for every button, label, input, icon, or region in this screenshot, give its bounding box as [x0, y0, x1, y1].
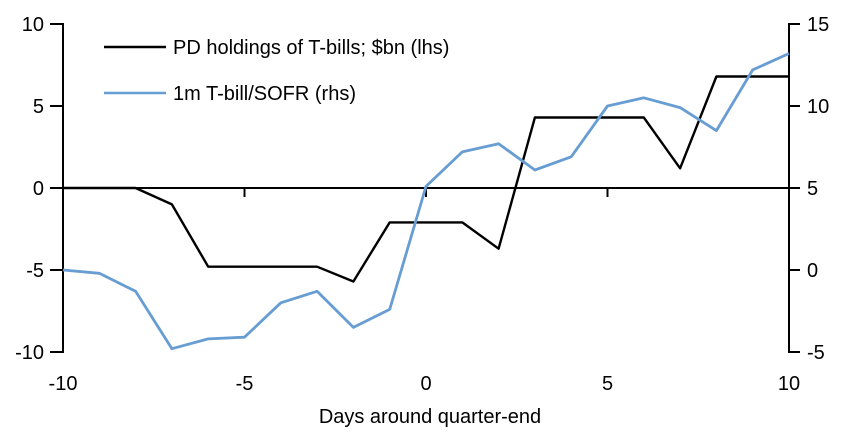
x-axis-tick-label: 5: [602, 373, 613, 395]
y-axis-right-tick-label: 10: [807, 96, 829, 118]
series-line-pd-holdings: [63, 75, 789, 283]
legend: PD holdings of T-bills; $bn (lhs) 1m T-b…: [104, 37, 449, 105]
y-axis-right-tick-label: 15: [807, 14, 829, 36]
y-axis-left-tick-label: 10: [22, 14, 44, 36]
y-axis-right-tick-label: 5: [807, 178, 818, 200]
series-line-tbill-sofr: [62, 52, 790, 351]
series-layer: [62, 52, 790, 351]
x-axis-tick-label: -5: [236, 373, 254, 395]
legend-label-tbill-sofr: 1m T-bill/SOFR (rhs): [173, 83, 356, 105]
y-axis-right-tick-label: -5: [807, 342, 825, 364]
x-axis-title: Days around quarter-end: [319, 406, 541, 428]
x-axis-tick-label: 0: [420, 373, 431, 395]
y-axis-right-tick-label: 0: [807, 260, 818, 282]
y-axis-left-tick-label: -5: [26, 260, 44, 282]
axes-layer: 10 5 0 -5 -10 15 10 5 0 -5 -10 -5 0 5 10: [15, 14, 829, 395]
y-axis-left-tick-label: 5: [33, 96, 44, 118]
x-axis-tick-label: -10: [49, 373, 78, 395]
legend-label-pd-holdings: PD holdings of T-bills; $bn (lhs): [173, 37, 449, 59]
y-axis-left-tick-label: 0: [33, 178, 44, 200]
x-axis-tick-label: 10: [778, 373, 800, 395]
y-axis-left-tick-label: -10: [15, 342, 44, 364]
